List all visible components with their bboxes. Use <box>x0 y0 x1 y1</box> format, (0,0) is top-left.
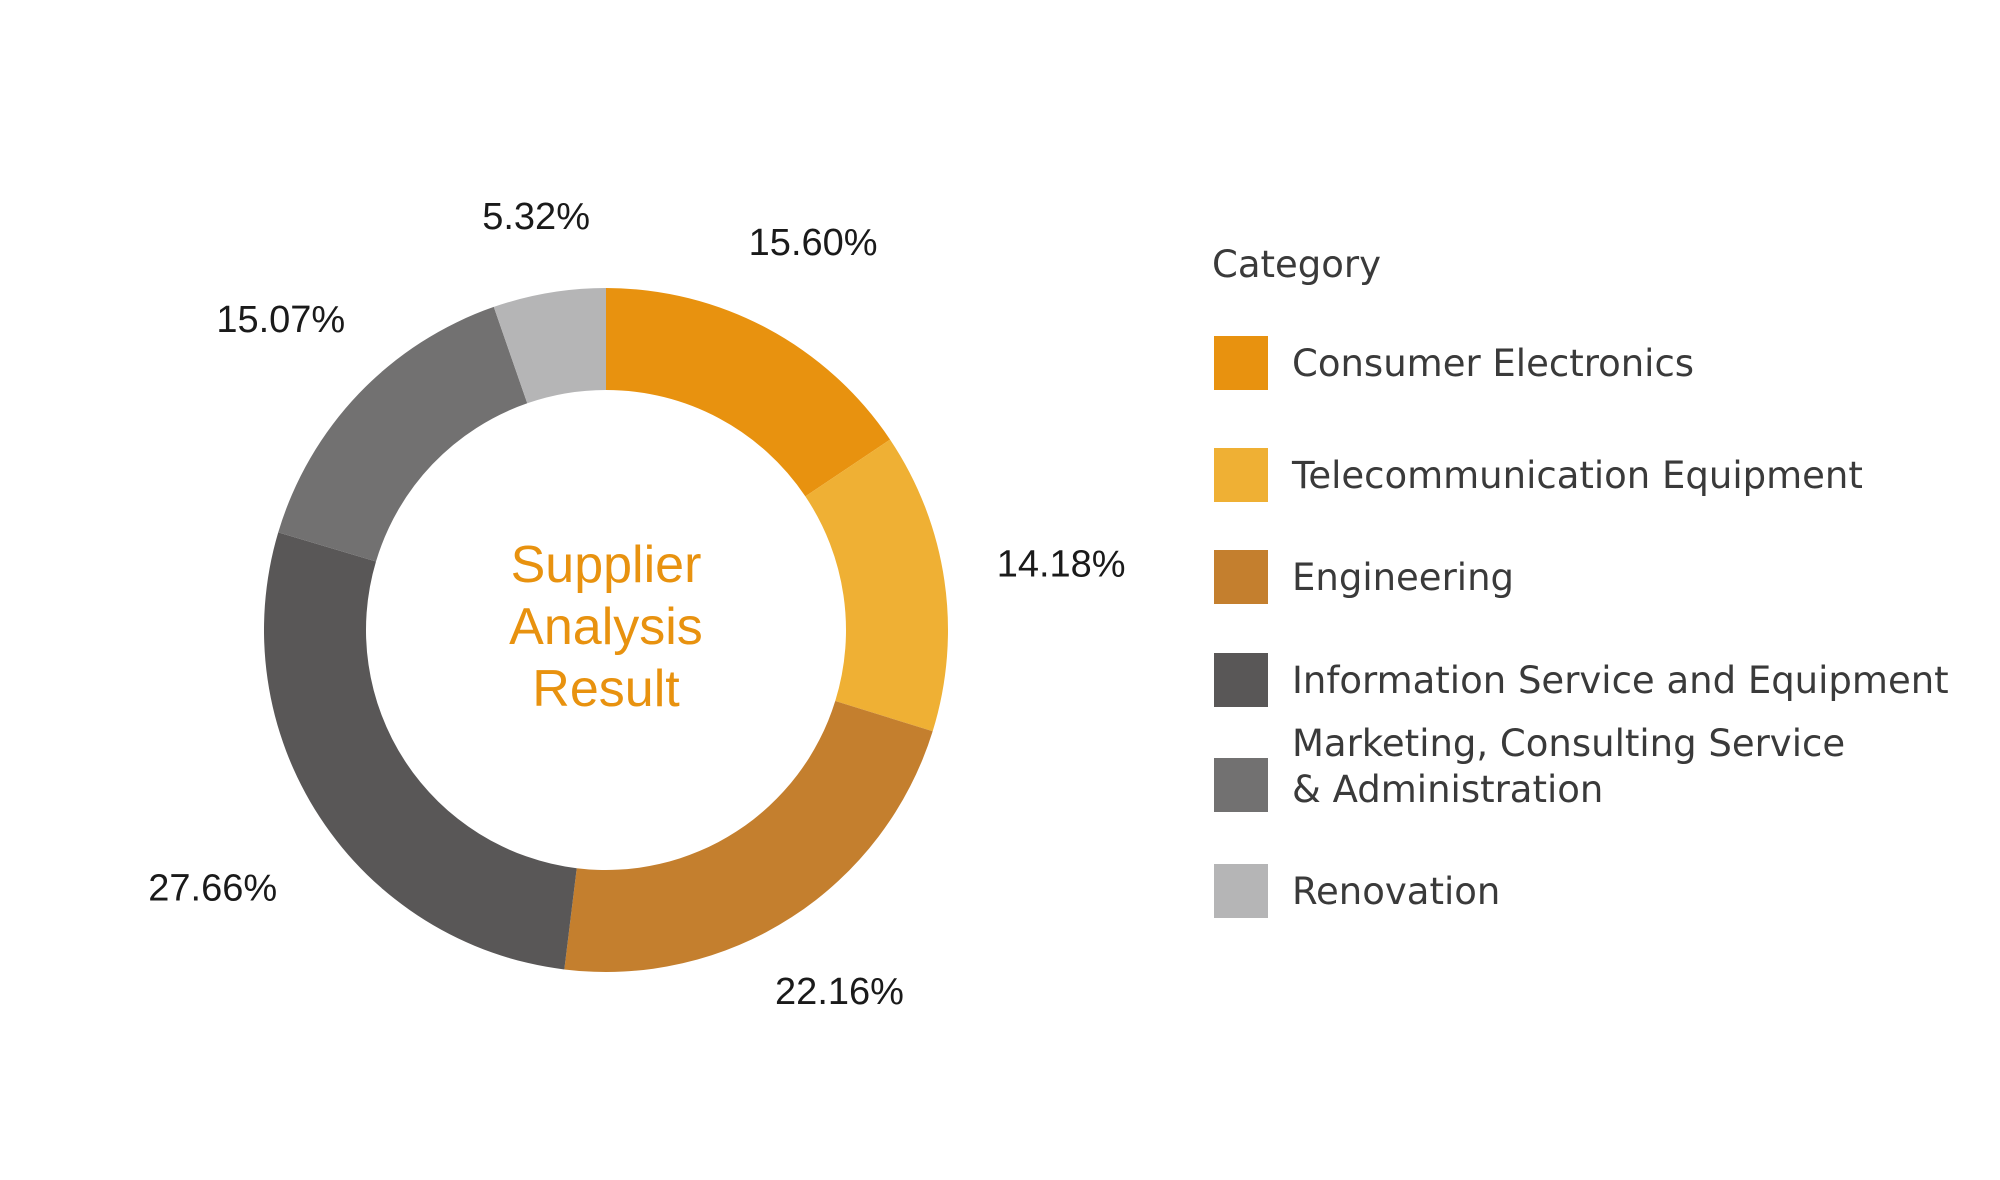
legend-swatch-5 <box>1214 758 1268 812</box>
donut-slice-6 <box>493 288 606 404</box>
legend-label-5-line-2: & Administration <box>1292 768 1603 811</box>
legend-title: Category <box>1212 243 1381 286</box>
center-title: Supplier Analysis Result <box>509 536 703 718</box>
legend-item-2: Telecommunication Equipment <box>1214 448 1863 502</box>
percentage-label-2: 14.18% <box>997 544 1126 586</box>
legend-swatch-6 <box>1214 864 1268 918</box>
legend-label-4: Information Service and Equipment <box>1292 659 1949 702</box>
legend-swatch-3 <box>1214 550 1268 604</box>
percentage-label-3: 22.16% <box>775 971 904 1013</box>
legend-label-1: Consumer Electronics <box>1292 342 1694 385</box>
center-title-line-3: Result <box>532 660 680 718</box>
legend-item-3: Engineering <box>1214 550 1514 604</box>
legend-label-5-line-1: Marketing, Consulting Service <box>1292 722 1845 765</box>
legend: Category Consumer Electronics Telecommuni… <box>1212 243 1949 918</box>
legend-item-4: Information Service and Equipment <box>1214 653 1949 707</box>
legend-swatch-4 <box>1214 653 1268 707</box>
percentage-label-6: 5.32% <box>482 196 590 238</box>
legend-item-1: Consumer Electronics <box>1214 336 1694 390</box>
center-title-line-2: Analysis <box>509 598 703 656</box>
legend-label-3: Engineering <box>1292 556 1514 599</box>
legend-item-5: Marketing, Consulting Service& Administr… <box>1214 722 1845 812</box>
center-title-line-1: Supplier <box>511 536 702 594</box>
donut-slice-1 <box>606 288 891 497</box>
donut-slices <box>263 288 948 972</box>
legend-label-2: Telecommunication Equipment <box>1291 454 1863 497</box>
legend-swatch-1 <box>1214 336 1268 390</box>
donut-slice-3 <box>564 701 933 972</box>
percentage-label-4: 27.66% <box>148 867 277 909</box>
legend-swatch-2 <box>1214 448 1268 502</box>
donut-slice-4 <box>263 532 577 970</box>
legend-label-6: Renovation <box>1292 870 1500 913</box>
legend-item-6: Renovation <box>1214 864 1500 918</box>
percentage-label-5: 15.07% <box>216 299 345 341</box>
donut-slice-2 <box>805 439 948 732</box>
percentage-labels: 15.60% 14.18% 22.16% 27.66% 15.07% 5.32% <box>148 196 1125 1013</box>
donut-slice-5 <box>278 306 528 562</box>
percentage-label-1: 15.60% <box>749 222 878 264</box>
